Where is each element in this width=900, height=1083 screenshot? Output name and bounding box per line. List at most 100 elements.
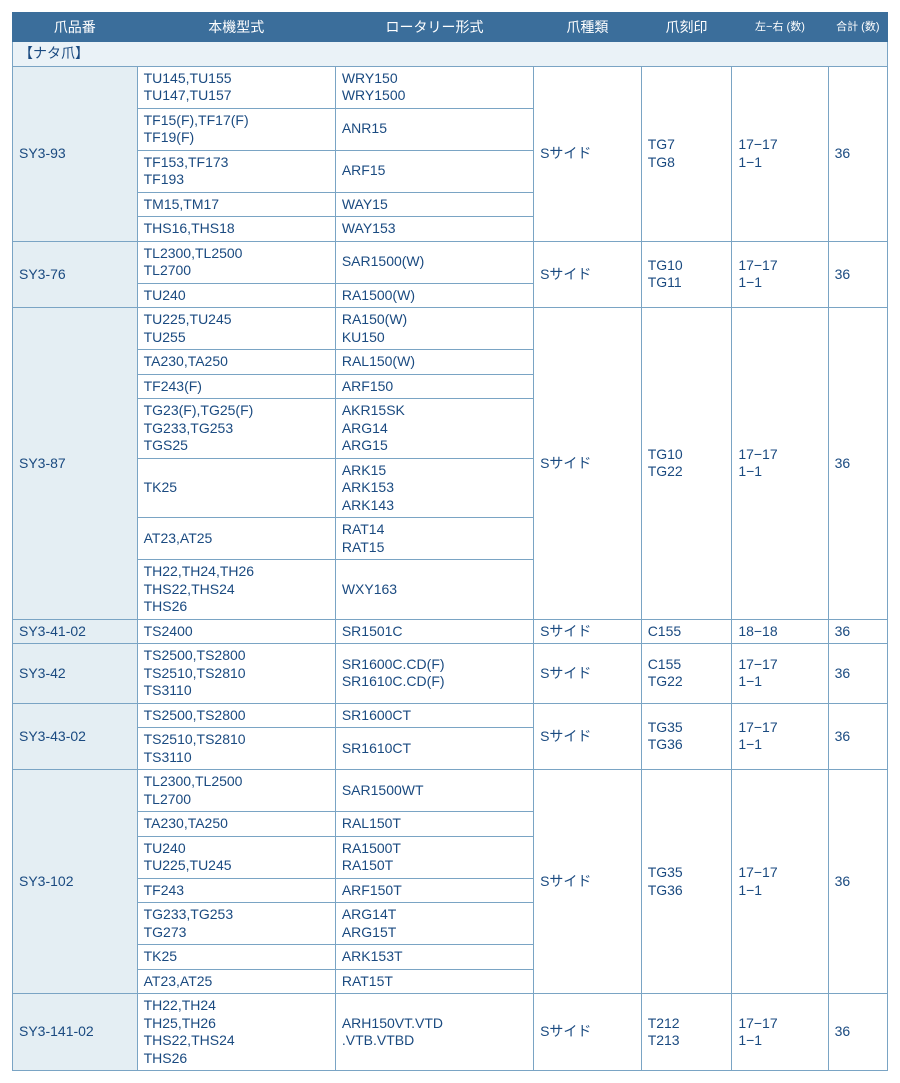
cell-model: TH22,TH24 TH25,TH26 THS22,THS24 THS26: [137, 994, 335, 1071]
cell-lr: 17−17 1−1: [732, 308, 828, 620]
cell-code: SY3-93: [13, 66, 138, 241]
cell-lr: 17−17 1−1: [732, 241, 828, 308]
cell-model: TL2300,TL2500 TL2700: [137, 241, 335, 283]
cell-model: TK25: [137, 458, 335, 518]
cell-rotary: RAL150T: [335, 812, 533, 837]
cell-mark: C155 TG22: [641, 644, 732, 704]
cell-code: SY3-141-02: [13, 994, 138, 1071]
cell-model: TA230,TA250: [137, 350, 335, 375]
cell-total: 36: [828, 66, 887, 241]
cell-kind: Sサイド: [534, 994, 642, 1071]
hdr-model: 本機型式: [137, 13, 335, 42]
cell-lr: 17−17 1−1: [732, 994, 828, 1071]
cell-model: TS2500,TS2800 TS2510,TS2810 TS3110: [137, 644, 335, 704]
cell-rotary: ARF150: [335, 374, 533, 399]
cell-code: SY3-43-02: [13, 703, 138, 770]
cell-total: 36: [828, 241, 887, 308]
cell-model: TU240: [137, 283, 335, 308]
cell-rotary: SAR1500(W): [335, 241, 533, 283]
cell-model: TK25: [137, 945, 335, 970]
cell-model: TH22,TH24,TH26 THS22,THS24 THS26: [137, 560, 335, 620]
cell-rotary: RA1500(W): [335, 283, 533, 308]
cell-rotary: RAL150(W): [335, 350, 533, 375]
cell-rotary: SR1600C.CD(F) SR1610C.CD(F): [335, 644, 533, 704]
cell-kind: Sサイド: [534, 644, 642, 704]
cell-model: TS2510,TS2810 TS3110: [137, 728, 335, 770]
cell-rotary: ANR15: [335, 108, 533, 150]
cell-model: TS2500,TS2800: [137, 703, 335, 728]
cell-rotary: SR1600CT: [335, 703, 533, 728]
table-row: SY3-93 TU145,TU155 TU147,TU157 WRY150 WR…: [13, 66, 888, 108]
cell-model: TA230,TA250: [137, 812, 335, 837]
cell-kind: Sサイド: [534, 241, 642, 308]
cell-mark: T212 T213: [641, 994, 732, 1071]
cell-rotary: WXY163: [335, 560, 533, 620]
cell-lr: 17−17 1−1: [732, 66, 828, 241]
cell-kind: Sサイド: [534, 66, 642, 241]
hdr-mark: 爪刻印: [641, 13, 732, 42]
cell-lr: 17−17 1−1: [732, 770, 828, 994]
cell-code: SY3-76: [13, 241, 138, 308]
cell-mark: TG7 TG8: [641, 66, 732, 241]
cell-kind: Sサイド: [534, 703, 642, 770]
cell-model: TU240 TU225,TU245: [137, 836, 335, 878]
cell-model: TL2300,TL2500 TL2700: [137, 770, 335, 812]
cell-rotary: ARF15: [335, 150, 533, 192]
cell-mark: TG35 TG36: [641, 703, 732, 770]
cell-lr: 17−17 1−1: [732, 703, 828, 770]
cell-rotary: SR1501C: [335, 619, 533, 644]
table-row: SY3-43-02 TS2500,TS2800 SR1600CT Sサイド TG…: [13, 703, 888, 728]
table-row: SY3-87 TU225,TU245 TU255 RA150(W) KU150 …: [13, 308, 888, 350]
cell-model: TF243(F): [137, 374, 335, 399]
section-label: 【ナタ爪】: [13, 42, 888, 67]
cell-model: AT23,AT25: [137, 518, 335, 560]
table-row: SY3-141-02 TH22,TH24 TH25,TH26 THS22,THS…: [13, 994, 888, 1071]
table-row: SY3-76 TL2300,TL2500 TL2700 SAR1500(W) S…: [13, 241, 888, 283]
cell-model: TF243: [137, 878, 335, 903]
cell-code: SY3-42: [13, 644, 138, 704]
cell-rotary: SAR1500WT: [335, 770, 533, 812]
cell-model: TS2400: [137, 619, 335, 644]
cell-rotary: RA150(W) KU150: [335, 308, 533, 350]
table-row: SY3-42 TS2500,TS2800 TS2510,TS2810 TS311…: [13, 644, 888, 704]
cell-mark: C155: [641, 619, 732, 644]
cell-code: SY3-41-02: [13, 619, 138, 644]
cell-total: 36: [828, 308, 887, 620]
cell-rotary: WAY153: [335, 217, 533, 242]
cell-model: TF15(F),TF17(F) TF19(F): [137, 108, 335, 150]
cell-rotary: RAT15T: [335, 969, 533, 994]
cell-model: THS16,THS18: [137, 217, 335, 242]
table-header: 爪品番 本機型式 ロータリー形式 爪種類 爪刻印 左−右 (数) 合計 (数): [13, 13, 888, 42]
cell-code: SY3-102: [13, 770, 138, 994]
cell-mark: TG10 TG11: [641, 241, 732, 308]
cell-mark: TG10 TG22: [641, 308, 732, 620]
cell-rotary: WAY15: [335, 192, 533, 217]
cell-model: TM15,TM17: [137, 192, 335, 217]
cell-total: 36: [828, 703, 887, 770]
cell-model: TF153,TF173 TF193: [137, 150, 335, 192]
cell-total: 36: [828, 619, 887, 644]
cell-model: TG233,TG253 TG273: [137, 903, 335, 945]
cell-rotary: ARF150T: [335, 878, 533, 903]
cell-rotary: ARG14T ARG15T: [335, 903, 533, 945]
cell-rotary: ARK153T: [335, 945, 533, 970]
cell-model: TU225,TU245 TU255: [137, 308, 335, 350]
parts-table: 爪品番 本機型式 ロータリー形式 爪種類 爪刻印 左−右 (数) 合計 (数) …: [12, 12, 888, 1071]
cell-kind: Sサイド: [534, 770, 642, 994]
cell-rotary: RA1500T RA150T: [335, 836, 533, 878]
cell-rotary: SR1610CT: [335, 728, 533, 770]
table-row: SY3-102 TL2300,TL2500 TL2700 SAR1500WT S…: [13, 770, 888, 812]
hdr-kind: 爪種類: [534, 13, 642, 42]
cell-rotary: WRY150 WRY1500: [335, 66, 533, 108]
cell-model: TU145,TU155 TU147,TU157: [137, 66, 335, 108]
cell-rotary: ARK15 ARK153 ARK143: [335, 458, 533, 518]
cell-total: 36: [828, 644, 887, 704]
cell-kind: Sサイド: [534, 308, 642, 620]
cell-rotary: RAT14 RAT15: [335, 518, 533, 560]
cell-lr: 18−18: [732, 619, 828, 644]
cell-total: 36: [828, 994, 887, 1071]
hdr-total: 合計 (数): [828, 13, 887, 42]
cell-mark: TG35 TG36: [641, 770, 732, 994]
cell-total: 36: [828, 770, 887, 994]
cell-code: SY3-87: [13, 308, 138, 620]
